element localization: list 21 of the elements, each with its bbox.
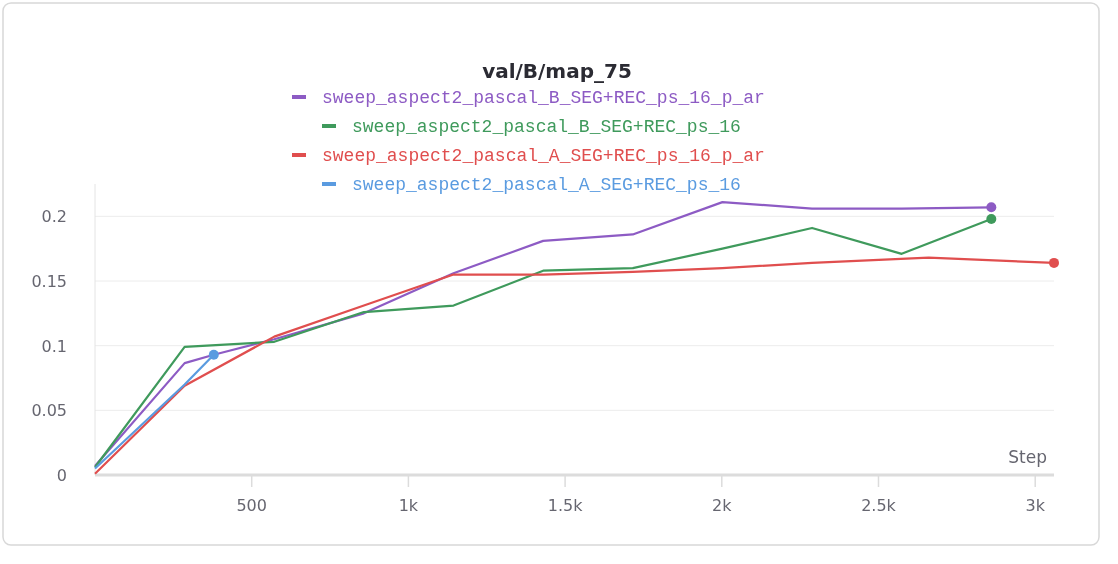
legend-label: sweep_aspect2_pascal_B_SEG+REC_ps_16_p_ar (322, 88, 765, 108)
x-tick-label: 3k (1025, 496, 1046, 515)
x-tick-label: 1k (398, 496, 419, 515)
y-tick-label: 0.05 (31, 401, 67, 421)
y-tick-label: 0 (56, 466, 67, 485)
x-tick-label: 500 (236, 496, 267, 515)
point (1049, 257, 1059, 268)
y-tick-label: 0.15 (31, 272, 67, 291)
x-tick-label: 2k (712, 496, 733, 515)
point (986, 213, 997, 224)
legend-label: sweep_aspect2_pascal_A_SEG+REC_ps_16_p_ar (322, 146, 765, 166)
y-tick-label: 0.1 (41, 336, 67, 356)
point (208, 349, 219, 360)
y-tick-label: 0.2 (41, 207, 67, 227)
x-tick-label: 1.5k (547, 496, 584, 515)
chart-title: val/B/map_75 (482, 59, 632, 83)
x-tick-label: 2.5k (861, 496, 897, 515)
legend-label: sweep_aspect2_pascal_B_SEG+REC_ps_16 (352, 117, 741, 137)
x-axis-title: Step (1008, 447, 1047, 467)
legend-label: sweep_aspect2_pascal_A_SEG+REC_ps_16 (352, 175, 741, 195)
point (986, 202, 997, 213)
